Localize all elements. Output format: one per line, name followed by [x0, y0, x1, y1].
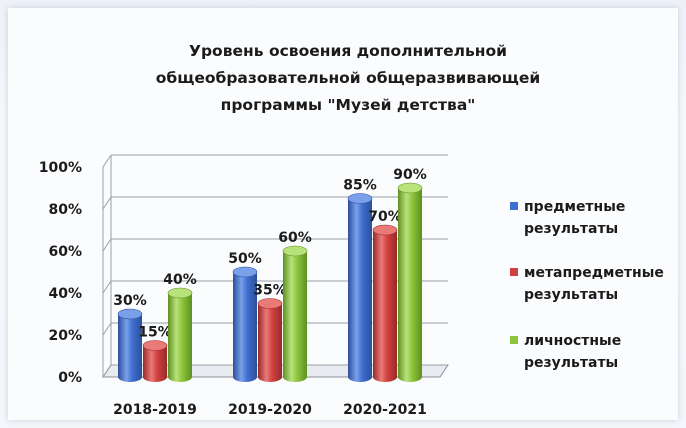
legend-label-metasubject: метапредметные результаты [524, 265, 664, 303]
legend-swatch-metasubject [510, 268, 518, 276]
gridline-side [102, 364, 112, 378]
data-label-2018-2019-series-3: 40% [163, 272, 197, 288]
bar-2018-2019-series-1 [118, 314, 142, 382]
legend-label-subject: предметные результаты [524, 199, 626, 237]
legend-swatch-personal [510, 336, 518, 344]
chart-title-line-2: общеобразовательной общеразвивающей [155, 69, 541, 87]
bar-2019-2020-series-3 [283, 251, 307, 382]
bar-top-2018-2019-series-2 [142, 340, 168, 351]
x-tick-label: 2020-2021 [343, 402, 427, 418]
bar-top-2020-2021-series-3 [397, 182, 423, 194]
bar-2020-2021-series-3 [398, 188, 422, 382]
bar-2018-2019-series-2 [143, 345, 167, 382]
data-label-2019-2020-series-1: 50% [228, 251, 262, 267]
bar-top-2019-2020-series-2 [257, 298, 283, 309]
chart-title-line-3: программы "Музей детства" [220, 96, 476, 114]
data-label-2019-2020-series-2: 35% [253, 283, 287, 299]
y-tick-label: 0% [58, 370, 82, 386]
bar-top-2019-2020-series-3 [282, 245, 308, 257]
bar-2020-2021-series-2 [373, 230, 397, 382]
data-label-2018-2019-series-2: 15% [138, 325, 172, 341]
data-label-2020-2021-series-1: 85% [343, 178, 377, 194]
gridline-side [102, 196, 112, 210]
bar-2018-2019-series-3 [168, 293, 192, 382]
y-tick-label: 80% [48, 202, 82, 218]
bar-2019-2020-series-1 [233, 272, 257, 382]
y-tick-label: 20% [48, 328, 82, 344]
x-tick-label: 2018-2019 [113, 402, 197, 418]
legend-swatch-subject [510, 202, 518, 210]
bar-top-2020-2021-series-2 [372, 224, 398, 236]
chart-title: Уровень освоения дополнительной общеобра… [138, 38, 558, 119]
data-label-2020-2021-series-3: 90% [393, 167, 427, 183]
bar-2019-2020-series-2 [258, 303, 282, 382]
chart-title-line-1: Уровень освоения дополнительной [189, 42, 507, 60]
bar-top-2018-2019-series-3 [167, 287, 193, 299]
bar-top-2020-2021-series-1 [347, 193, 373, 204]
bar-top-2018-2019-series-1 [117, 308, 143, 320]
data-label-2018-2019-series-1: 30% [113, 293, 147, 309]
gridline-side [102, 280, 112, 294]
gridline-side [102, 322, 112, 336]
y-tick-label: 100% [39, 160, 82, 176]
bar-top-2019-2020-series-1 [232, 266, 258, 278]
bar-2020-2021-series-1 [348, 198, 372, 382]
legend-label-personal: личностные результаты [524, 333, 622, 371]
x-tick-label: 2019-2020 [228, 402, 312, 418]
gridline-side [102, 238, 112, 252]
y-tick-label: 60% [48, 244, 82, 260]
gridline-side [102, 154, 112, 168]
data-label-2019-2020-series-3: 60% [278, 230, 312, 246]
y-tick-label: 40% [48, 286, 82, 302]
data-label-2020-2021-series-2: 70% [368, 209, 402, 225]
